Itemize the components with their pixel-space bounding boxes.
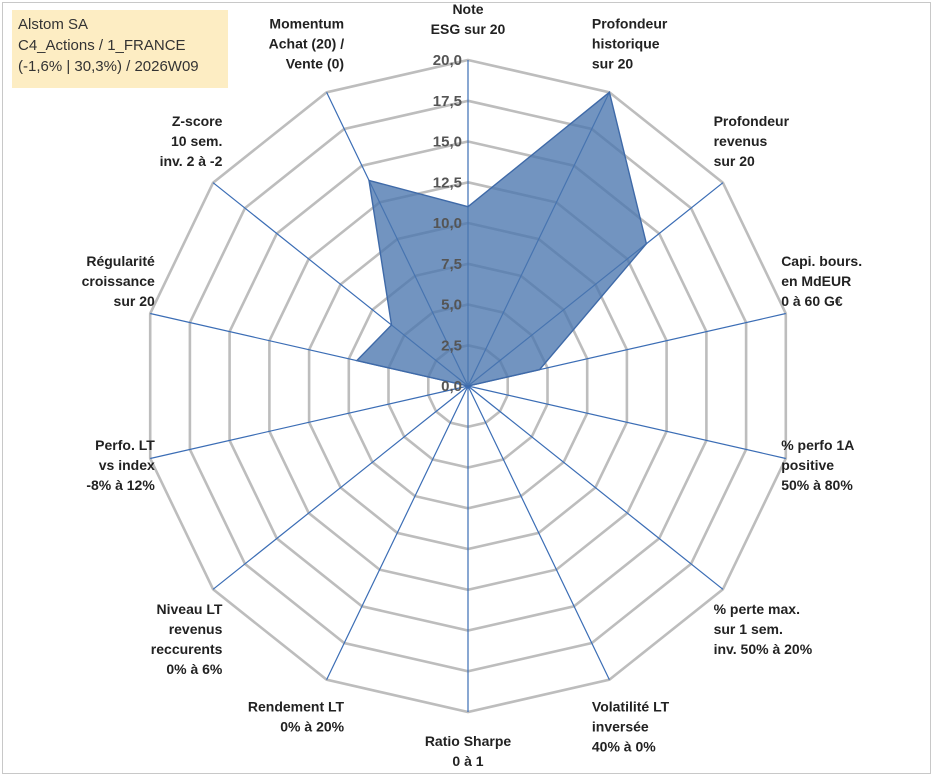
- axis-label-line: 0 à 60 G€: [781, 293, 843, 309]
- spoke-6: [467, 385, 610, 680]
- axis-label-line: Momentum: [269, 16, 344, 32]
- series-area-0: [355, 91, 648, 387]
- axis-label-line: % perfo 1A: [781, 437, 854, 453]
- axis-label-line: sur 20: [714, 153, 755, 169]
- axis-label-3: Capi. bours. en MdEUR 0 à 60 G€: [781, 253, 862, 309]
- axis-label-10: Perfo. LT vs index -8% à 12%: [86, 437, 155, 493]
- tick-label-0: 0,0: [441, 378, 462, 395]
- axis-label-line: -8% à 12%: [86, 477, 155, 493]
- tick-label-5: 12,5: [433, 174, 462, 191]
- category-line: C4_Actions / 1_FRANCE: [18, 37, 186, 54]
- spoke-5: [467, 385, 724, 590]
- axis-label-line: Rendement LT: [248, 698, 345, 714]
- axis-label-line: Volatilité LT: [592, 698, 670, 714]
- axis-label-6: Volatilité LT inversée 40% à 0%: [592, 698, 670, 754]
- axis-label-line: Capi. bours.: [781, 253, 862, 269]
- spoke-8: [326, 385, 469, 680]
- axis-label-line: Achat (20) /: [269, 36, 345, 52]
- spoke-4: [467, 385, 786, 460]
- axis-label-line: historique: [592, 36, 660, 52]
- axis-label-line: Régularité: [86, 253, 155, 269]
- axis-label-9: Niveau LT revenus reccurents 0% à 6%: [151, 601, 223, 677]
- company-name: Alstom SA: [18, 16, 89, 33]
- tick-label-2: 5,0: [441, 297, 462, 314]
- axis-label-line: reccurents: [151, 641, 223, 657]
- axis-label-8: Rendement LT 0% à 20%: [248, 698, 345, 734]
- axis-label-line: inversée: [592, 718, 649, 734]
- axis-label-line: 40% à 0%: [592, 738, 656, 754]
- tick-label-8: 20,0: [433, 52, 462, 69]
- axis-label-line: inv. 50% à 20%: [714, 641, 813, 657]
- axis-label-line: Vente (0): [286, 56, 344, 72]
- axis-label-line: 50% à 80%: [781, 477, 853, 493]
- axis-label-line: Niveau LT: [157, 601, 223, 617]
- tick-label-6: 15,0: [433, 134, 462, 151]
- radar-tick-labels: 0,0 2,5 5,0 7,5 10,0 12,5 15,0 17,5 20,0: [433, 52, 462, 395]
- info-box: Alstom SA C4_Actions / 1_FRANCE (-1,6% |…: [12, 10, 228, 88]
- axis-label-line: revenus: [714, 133, 768, 149]
- stats-line: (-1,6% | 30,3%) / 2026W09: [18, 58, 199, 75]
- axis-label-13: Momentum Achat (20) / Vente (0): [269, 16, 345, 72]
- tick-label-4: 10,0: [433, 215, 462, 232]
- tick-label-3: 7,5: [441, 256, 462, 273]
- axis-label-line: 10 sem.: [171, 133, 222, 149]
- axis-label-1: Profondeur historique sur 20: [592, 16, 668, 72]
- axis-label-line: positive: [781, 457, 834, 473]
- spoke-10: [150, 385, 469, 460]
- axis-label-line: Z-score: [172, 113, 223, 129]
- axis-label-12: Z-score 10 sem. inv. 2 à -2: [160, 113, 223, 169]
- axis-label-line: sur 20: [114, 293, 155, 309]
- axis-label-line: 0% à 20%: [280, 718, 344, 734]
- radar-axis-labels: Note ESG sur 20 Profondeur historique sur 20…: [82, 1, 862, 769]
- axis-label-7: Ratio Sharpe 0 à 1: [425, 733, 512, 769]
- axis-label-line: ESG sur 20: [431, 21, 506, 37]
- axis-label-line: Perfo. LT: [95, 437, 155, 453]
- axis-label-line: 0 à 1: [452, 753, 483, 769]
- axis-label-line: vs index: [99, 457, 155, 473]
- axis-label-2: Profondeur revenus sur 20: [714, 113, 790, 169]
- axis-label-line: sur 20: [592, 56, 633, 72]
- axis-label-4: % perfo 1A positive 50% à 80%: [781, 437, 854, 493]
- axis-label-line: % perte max.: [714, 601, 800, 617]
- spoke-9: [212, 385, 469, 590]
- axis-label-line: Ratio Sharpe: [425, 733, 512, 749]
- tick-label-7: 17,5: [433, 93, 462, 110]
- axis-label-line: Profondeur: [592, 16, 668, 32]
- axis-label-line: en MdEUR: [781, 273, 851, 289]
- axis-label-line: revenus: [169, 621, 223, 637]
- axis-label-line: croissance: [82, 273, 155, 289]
- axis-label-line: 0% à 6%: [166, 661, 223, 677]
- radar-series: [355, 91, 648, 387]
- axis-label-5: % perte max. sur 1 sem. inv. 50% à 20%: [714, 601, 813, 657]
- axis-label-line: Profondeur: [714, 113, 790, 129]
- axis-label-line: inv. 2 à -2: [160, 153, 223, 169]
- axis-label-11: Régularité croissance sur 20: [82, 253, 155, 309]
- axis-label-line: sur 1 sem.: [714, 621, 783, 637]
- axis-label-0: Note ESG sur 20: [431, 1, 506, 37]
- axis-label-line: Note: [452, 1, 483, 17]
- tick-label-1: 2,5: [441, 337, 462, 354]
